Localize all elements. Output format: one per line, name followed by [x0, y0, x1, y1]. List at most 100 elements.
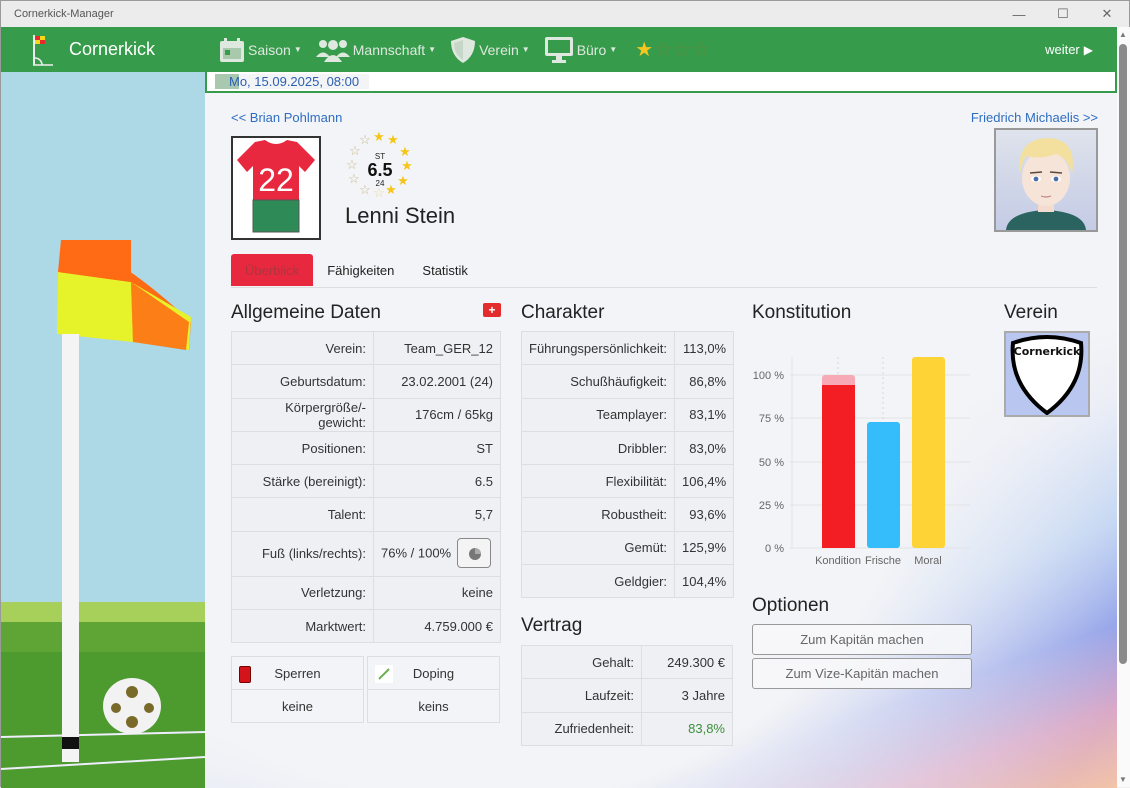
svg-text:6.5: 6.5 — [367, 160, 392, 180]
svg-text:☆: ☆ — [373, 185, 385, 200]
svg-text:25 %: 25 % — [759, 500, 784, 512]
title-bar: Cornerkick-Manager — ☐ ✕ — [1, 1, 1129, 27]
svg-text:★: ★ — [385, 182, 397, 197]
svg-text:Moral: Moral — [914, 555, 942, 567]
svg-text:☆: ☆ — [348, 171, 360, 186]
shield-icon — [451, 36, 476, 63]
player-name: Lenni Stein — [345, 203, 456, 228]
rating-stars[interactable]: ★ ☆ ☆ ☆ — [635, 37, 711, 62]
table-row: Fuß (links/rechts): 76% / 100% — [231, 530, 501, 577]
syringe-icon — [375, 665, 393, 683]
club-heading: Verein — [1004, 302, 1058, 323]
make-vice-captain-button[interactable]: Zum Vize-Kapitän machen — [752, 658, 972, 689]
next-player-link[interactable]: Friedrich Michaelis >> — [970, 110, 1098, 125]
scroll-down-icon[interactable]: ▼ — [1119, 775, 1127, 784]
play-icon: ▶ — [1083, 42, 1093, 57]
svg-text:Frische: Frische — [865, 555, 901, 567]
contract-table: Gehalt: 249.300 € Laufzeit: 3 Jahre Zufrie… — [521, 644, 733, 746]
vertical-scrollbar[interactable]: ▲ ▼ — [1117, 27, 1130, 787]
tab-faehigkeiten[interactable]: Fähigkeiten — [327, 262, 395, 278]
nav-buero[interactable]: Büro ▼ — [544, 36, 617, 64]
nav-verein[interactable]: Verein ▼ — [450, 36, 530, 64]
table-row: Geburtsdatum: 23.02.2001 (24) — [231, 364, 501, 399]
svg-text:☆: ☆ — [359, 132, 371, 147]
star-filled-icon: ★ — [635, 39, 654, 61]
next-day-button[interactable]: weiter ▶ — [1045, 42, 1093, 57]
options-heading: Optionen — [752, 595, 830, 616]
nav-mannschaft-label: Mannschaft — [352, 41, 426, 58]
brand-name: Cornerkick — [69, 39, 156, 59]
table-row: Robustheit: 93,6% — [520, 497, 735, 532]
constitution-heading: Konstitution — [752, 302, 852, 323]
svg-text:★: ★ — [397, 173, 409, 188]
svg-text:☆: ☆ — [346, 157, 358, 172]
tab-statistik[interactable]: Statistik — [422, 262, 468, 278]
navbar: Cornerkick Saison ▼ Mannschaft ▼ Verein ▼ B… — [1, 27, 1117, 72]
svg-text:Kondition: Kondition — [815, 555, 861, 567]
brand[interactable]: Cornerkick — [31, 33, 155, 67]
minimize-button[interactable]: — — [1012, 6, 1026, 22]
contract-heading: Vertrag — [521, 615, 583, 636]
next-day-label: weiter — [1045, 42, 1080, 57]
table-row: Teamplayer: 83,1% — [520, 397, 735, 432]
scrollbar-thumb[interactable] — [1119, 44, 1127, 664]
doping-label: Doping — [412, 665, 455, 681]
table-row: Zufriedenheit: 83,8% — [521, 711, 733, 746]
suspensions-box: Sperren keine — [231, 656, 364, 723]
svg-text:☆: ☆ — [359, 182, 371, 197]
table-row: Schußhäufigkeit: 86,8% — [520, 364, 735, 399]
table-row: Gemüt: 125,9% — [520, 530, 735, 566]
svg-text:0 %: 0 % — [765, 543, 784, 555]
window-title: Cornerkick-Manager — [14, 8, 114, 20]
suspensions-value: keine — [231, 689, 364, 723]
tab-ueberblick[interactable]: Überblick — [231, 254, 314, 286]
red-card-icon — [239, 666, 251, 683]
nav-saison-label: Saison — [248, 41, 291, 58]
svg-text:24: 24 — [376, 179, 385, 188]
svg-text:★: ★ — [373, 131, 385, 144]
nav-saison[interactable]: Saison ▼ — [219, 37, 302, 63]
sidebar-corner-flag-image — [1, 72, 205, 788]
table-row: Geldgier: 104,4% — [520, 564, 735, 599]
character-heading: Charakter — [521, 302, 605, 323]
nav-mannschaft[interactable]: Mannschaft ▼ — [315, 37, 436, 63]
table-row: Positionen: ST — [231, 430, 501, 466]
make-captain-button[interactable]: Zum Kapitän machen — [752, 624, 972, 655]
general-data-heading: Allgemeine Daten — [231, 302, 381, 323]
svg-text:☆: ☆ — [349, 143, 361, 158]
table-row: Verletzung: keine — [231, 575, 501, 611]
club-badge-button[interactable]: Cornerkick — [1004, 331, 1090, 417]
svg-text:100 %: 100 % — [753, 370, 784, 382]
club-shield-icon: Cornerkick — [1010, 335, 1084, 415]
svg-text:Cornerkick: Cornerkick — [1014, 345, 1081, 358]
calendar-icon — [220, 37, 245, 62]
close-button[interactable]: ✕ — [1101, 6, 1113, 21]
table-row: Verein: Team_GER_12 — [231, 330, 501, 366]
swiss-flag-icon: + — [483, 303, 501, 317]
doping-value: keins — [367, 689, 500, 723]
pie-chart-icon — [469, 547, 482, 560]
prev-player-link[interactable]: << Brian Pohlmann — [231, 110, 343, 125]
table-row: Stärke (bereinigt): 6.5 — [231, 464, 501, 499]
nav-buero-label: Büro — [576, 41, 607, 58]
foot-chart-button[interactable] — [457, 537, 492, 568]
maximize-button[interactable]: ☐ — [1057, 6, 1069, 21]
svg-text:22: 22 — [258, 162, 294, 198]
svg-text:★: ★ — [401, 158, 413, 173]
star-empty-icon: ☆ — [654, 39, 673, 61]
current-date: Mo, 15.09.2025, 08:00 — [215, 74, 370, 89]
svg-text:ST: ST — [375, 152, 385, 161]
doping-box: Doping keins — [367, 656, 500, 723]
svg-text:★: ★ — [387, 132, 399, 147]
player-portrait — [994, 128, 1098, 232]
table-row: Führungspersönlichkeit: 113,0% — [520, 330, 735, 366]
player-tabs: Überblick Fähigkeiten Statistik — [231, 254, 1097, 288]
suspensions-label: Sperren — [274, 665, 321, 681]
scroll-up-icon[interactable]: ▲ — [1119, 30, 1127, 39]
character-table: Führungspersönlichkeit: 113,0% Schußhäufi… — [520, 330, 735, 599]
player-jersey: 22 — [231, 136, 321, 240]
date-bar: Mo, 15.09.2025, 08:00 — [205, 72, 1117, 93]
star-empty-icon: ☆ — [692, 39, 710, 61]
table-row: Laufzeit: 3 Jahre — [521, 678, 733, 713]
